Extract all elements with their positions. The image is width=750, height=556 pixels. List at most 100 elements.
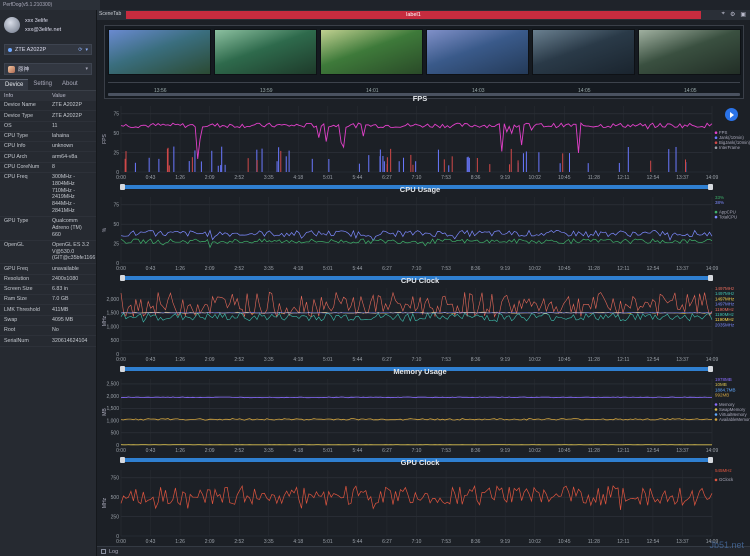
screenshot-thumbnail[interactable] <box>108 29 211 75</box>
value-label: 1190MHz <box>715 312 735 317</box>
info-row: CPU Arch arm64-v8a <box>0 152 96 163</box>
x-tick-label: 10:02 <box>528 448 541 454</box>
user-profile[interactable]: xxx 3elife xxx@3elife.net <box>0 10 96 40</box>
info-row: GPU Freq unavailable <box>0 264 96 275</box>
info-row: Resolution 2400x1080 <box>0 275 96 285</box>
x-tick-label: 7:10 <box>412 448 422 454</box>
legend-entry[interactable]: Memory <box>719 402 735 407</box>
info-value: ZTE A2022P <box>52 112 83 119</box>
screenshot-thumbnail[interactable] <box>214 29 317 75</box>
slider-handle-right[interactable] <box>708 457 713 463</box>
info-value: 6.83 in <box>52 286 68 293</box>
value-label: 2035MHz <box>715 322 735 327</box>
y-axis-label: MB <box>102 408 108 416</box>
slider-handle-left[interactable] <box>120 457 125 463</box>
x-tick-label: 6:27 <box>382 357 392 363</box>
app-cpu-line <box>120 238 713 249</box>
slider-handle-left[interactable] <box>120 366 125 372</box>
legend-entry[interactable]: TotalCPU <box>719 214 737 219</box>
info-value: OpenGL ES 3.2 V@530.0 (GIT@c35bfe1166 <box>52 241 96 262</box>
info-header-value: Value <box>52 93 66 99</box>
legend-entry[interactable]: Jank(/10min) <box>719 135 744 140</box>
slider-handle-right[interactable] <box>708 366 713 372</box>
x-tick-label: 11:28 <box>588 266 600 272</box>
gpu-chart[interactable]: GPU Clock MHz 0 250 500 750 0:00 0:43 1:26 2:09 2:… <box>102 458 734 554</box>
info-value: 300MHz - 1804MHz 710MHz - 2419MHz 844MHz… <box>52 174 75 214</box>
x-tick-label: 9:19 <box>500 266 510 272</box>
tab-setting[interactable]: Setting <box>33 81 53 87</box>
y-tick-label: 1,000 <box>106 418 119 424</box>
refresh-icon[interactable]: ⟳ <box>78 46 83 53</box>
label-bar[interactable]: label1 <box>126 11 701 19</box>
info-key: CPU Type <box>4 133 29 140</box>
x-tick-label: 14:09 <box>706 448 719 454</box>
info-key: CPU Freq <box>4 174 28 181</box>
location-icon[interactable]: ⌖ <box>721 11 725 17</box>
legend-entry[interactable]: InterFrame <box>719 145 741 150</box>
x-tick-label: 1:26 <box>175 357 185 363</box>
info-key: Ram Size <box>4 296 27 303</box>
legend-entry[interactable]: BigJank(/10min) <box>719 140 750 145</box>
x-tick-label: 2:09 <box>205 175 215 181</box>
tab-about[interactable]: About <box>62 81 78 87</box>
cpuclock-chart[interactable]: CPU Clock MHz 0 500 1,000 1,500 2,000 0:00 0:43 1… <box>102 276 735 372</box>
screenshot-thumbnail[interactable] <box>320 29 423 75</box>
device-select[interactable]: ZTE A2022P ⟳ ▾ <box>4 44 92 55</box>
avatar[interactable] <box>4 17 20 33</box>
info-row: Swap 4095 MB <box>0 316 96 327</box>
legend-entry[interactable]: FPS <box>719 130 727 135</box>
chevron-down-icon[interactable]: ▾ <box>85 66 88 72</box>
legend-marker <box>714 403 718 406</box>
y-tick-label: 250 <box>111 514 120 520</box>
settings-icon[interactable]: ⚙ <box>729 12 736 18</box>
screenshot-thumbnail[interactable] <box>532 29 635 75</box>
app-select-label: 原神 <box>18 67 30 73</box>
fps-chart[interactable]: FPS FPS 0 25 50 75 0:00 0:43 1:26 2:09 2:52 3:35 4:1… <box>102 94 750 190</box>
device-select-label: ZTE A2022P <box>15 46 47 53</box>
cpu-chart[interactable]: CPU Usage% 0 25 50 75 0:00 0:43 1:26 2:09 2:52 3:3… <box>102 185 737 281</box>
chevron-down-icon[interactable]: ▾ <box>85 46 88 53</box>
range-slider[interactable] <box>120 457 713 463</box>
x-tick-label: 8:36 <box>471 539 481 545</box>
legend-entry[interactable]: VirtualMemory <box>719 412 747 417</box>
value-label: 38% <box>715 200 724 205</box>
x-tick-label: 2:09 <box>205 357 215 363</box>
range-slider[interactable] <box>120 275 713 281</box>
screenshot-thumbnail[interactable] <box>426 29 529 75</box>
screenshot-strip[interactable]: 13:56 13:59 14:01 14:03 14:05 14:05 <box>104 25 744 99</box>
x-tick-label: 14:09 <box>706 357 719 363</box>
legend-entry[interactable]: AvailableMemory <box>719 417 750 422</box>
x-tick-label: 12:54 <box>647 266 660 272</box>
x-tick-label: 7:53 <box>441 357 451 363</box>
y-axis-label: MHz <box>102 315 108 326</box>
total-cpu-line <box>120 229 713 242</box>
tab-device[interactable]: Device <box>0 79 29 90</box>
image-icon[interactable]: ▣ <box>740 12 746 18</box>
info-key: Root <box>4 327 16 334</box>
log-bar[interactable]: Log <box>97 546 750 556</box>
slider-handle-right[interactable] <box>708 275 713 281</box>
memory-chart[interactable]: Memory Usage MB 0 500 1,000 1,500 2,000 2,500 0:… <box>102 367 750 463</box>
slider-handle-left[interactable] <box>120 184 125 190</box>
log-checkbox[interactable] <box>101 549 106 554</box>
play-button[interactable] <box>725 108 738 121</box>
scene-tab[interactable]: SceneTab <box>99 11 122 17</box>
screenshot-scrollbar[interactable] <box>108 93 740 96</box>
range-slider[interactable] <box>120 366 713 372</box>
info-row: CPU CoreNum 8 <box>0 163 96 174</box>
value-label: 10MB <box>715 382 727 387</box>
slider-handle-right[interactable] <box>708 184 713 190</box>
x-tick-label: 9:19 <box>500 175 510 181</box>
value-label: 1190MHz <box>715 317 735 322</box>
legend-entry[interactable]: SwapMemory <box>719 407 746 412</box>
info-value: 11 <box>52 122 58 129</box>
info-value: lahaina <box>52 133 70 140</box>
range-slider[interactable] <box>120 184 713 190</box>
slider-handle-left[interactable] <box>120 275 125 281</box>
legend-entry[interactable]: GClock <box>719 477 734 482</box>
legend-entry[interactable]: AppCPU <box>719 209 736 214</box>
screenshot-thumbnail[interactable] <box>638 29 741 75</box>
app-icon <box>8 65 15 73</box>
x-tick-label: 2:52 <box>234 448 244 454</box>
app-select[interactable]: 原神 ▾ <box>4 63 92 75</box>
